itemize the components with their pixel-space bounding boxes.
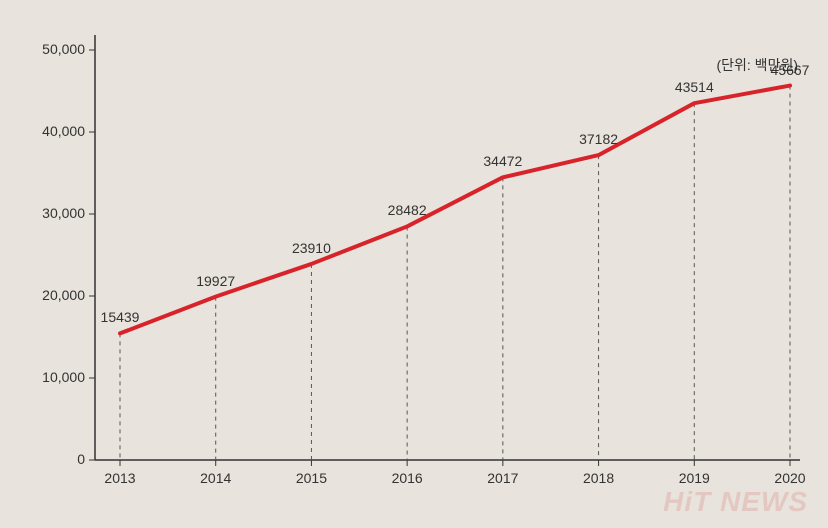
data-label: 43514 <box>675 79 714 95</box>
watermark: HiT NEWS <box>663 486 808 518</box>
y-tick-label: 10,000 <box>25 369 85 385</box>
chart-container: 0 10,000 20,000 30,000 40,000 50,000 2013 2014 2… <box>0 0 828 528</box>
y-tick-label: 40,000 <box>25 123 85 139</box>
data-label: 23910 <box>292 240 331 256</box>
series-line <box>120 86 790 334</box>
data-label: 37182 <box>579 131 618 147</box>
x-tick-label: 2014 <box>200 470 231 486</box>
x-tick-label: 2013 <box>104 470 135 486</box>
x-tick-label: 2020 <box>774 470 805 486</box>
y-tick-label: 30,000 <box>25 205 85 221</box>
y-tick-label: 20,000 <box>25 287 85 303</box>
x-tick-label: 2017 <box>487 470 518 486</box>
y-tick-label: 0 <box>25 451 85 467</box>
x-tick-label: 2016 <box>392 470 423 486</box>
x-tick-label: 2015 <box>296 470 327 486</box>
x-tick-label: 2019 <box>679 470 710 486</box>
data-label: 19927 <box>196 273 235 289</box>
x-tick-label: 2018 <box>583 470 614 486</box>
data-label: 34472 <box>483 153 522 169</box>
data-label: 28482 <box>388 202 427 218</box>
unit-label: (단위: 백만원) <box>716 55 798 75</box>
data-label: 15439 <box>101 309 140 325</box>
y-tick-label: 50,000 <box>25 41 85 57</box>
